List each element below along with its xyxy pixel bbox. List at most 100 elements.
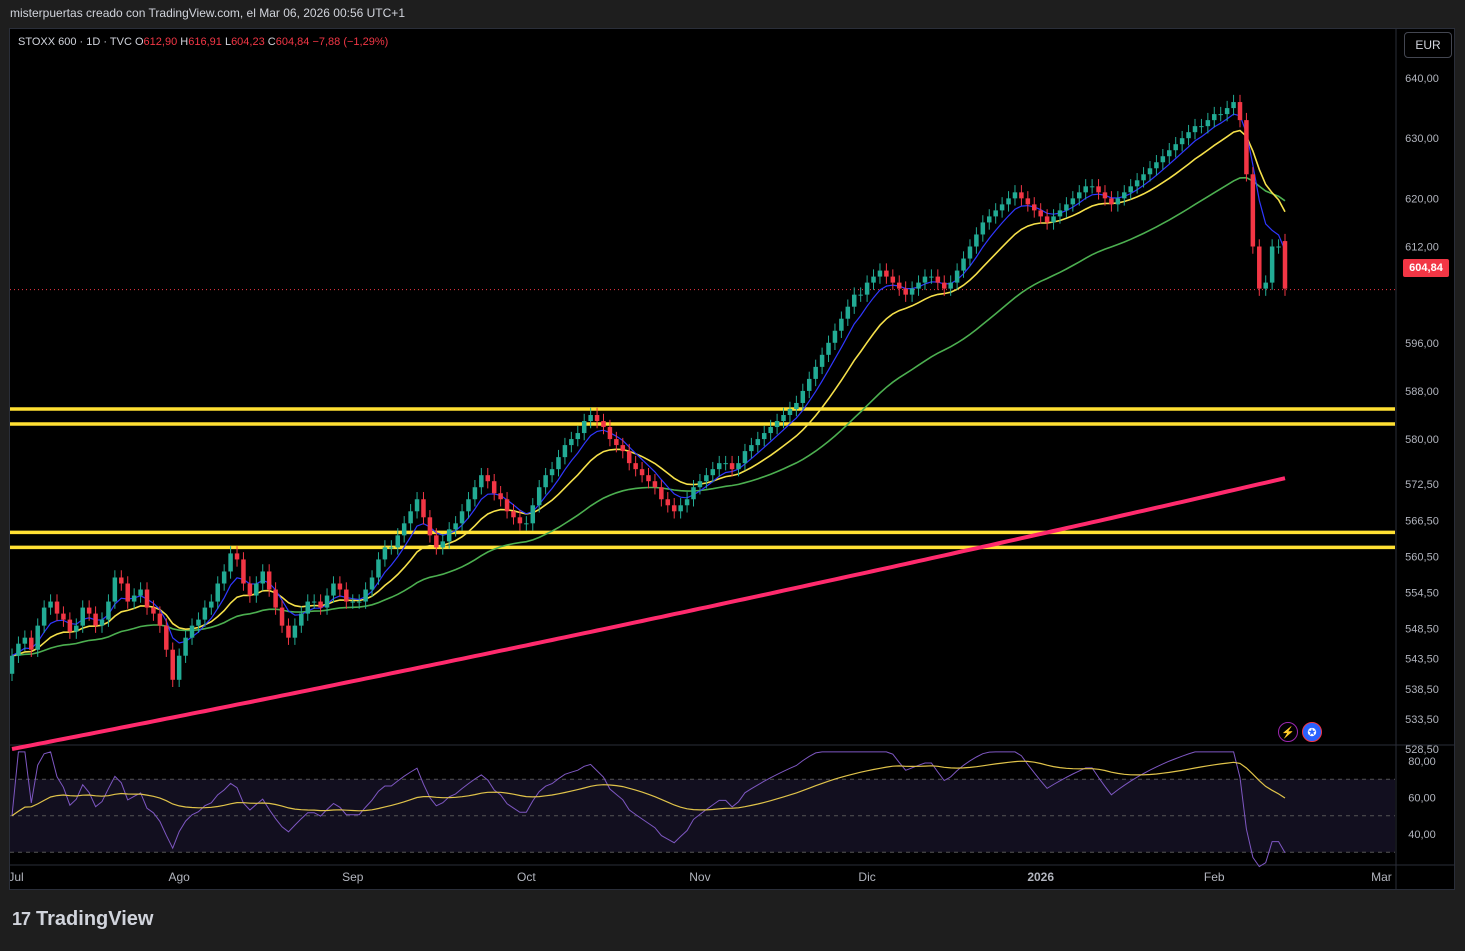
candle-body	[414, 499, 420, 512]
candle-body	[884, 270, 889, 277]
candle-body	[1038, 210, 1043, 217]
candle-body	[601, 421, 606, 428]
candle-body	[768, 427, 773, 434]
candle-body	[620, 445, 626, 452]
candle-body	[408, 511, 413, 524]
candle-body	[1109, 198, 1114, 205]
last-price-tag: 604,84	[1403, 259, 1449, 277]
candle-body	[974, 234, 979, 247]
candle-body	[1083, 186, 1088, 193]
price-tick-label: 580,00	[1405, 434, 1439, 446]
rsi-line	[11, 751, 1286, 868]
price-tick-label: 560,50	[1405, 551, 1439, 563]
candle-body	[311, 601, 317, 603]
candle-body	[67, 619, 73, 632]
lightning-icon[interactable]: ⚡	[1278, 722, 1298, 742]
candle-body	[1173, 144, 1178, 151]
candle-body	[273, 589, 278, 608]
price-tick-label: 566,50	[1405, 515, 1439, 527]
candle-body	[144, 589, 150, 608]
time-tick-label: Dic	[858, 870, 875, 884]
time-tick-label: Oct	[517, 870, 536, 884]
candle-body	[1167, 150, 1172, 157]
candle-body	[1263, 282, 1268, 289]
low-label: L	[224, 36, 232, 48]
candle-body	[987, 216, 992, 223]
candle-body	[215, 583, 220, 602]
candle-body	[176, 655, 182, 680]
candle-body	[665, 499, 671, 506]
ema-fast-line	[11, 113, 1286, 657]
candle-body	[659, 487, 664, 500]
symbol-label[interactable]: STOXX 600 · 1D · TVC	[18, 36, 132, 48]
candle-body	[1218, 114, 1223, 116]
candle-body	[736, 463, 741, 470]
candle-body	[652, 481, 658, 488]
candle-body	[22, 637, 28, 644]
ema-slow-line	[11, 176, 1286, 657]
candle-body	[1237, 102, 1243, 121]
candle-body	[1012, 192, 1018, 199]
candle-body	[337, 583, 343, 590]
ohlc-legend: STOXX 600 · 1D · TVC O612,90 H616,91 L60…	[18, 36, 388, 48]
candle-body	[472, 487, 478, 500]
candle-body	[202, 607, 208, 620]
candle-body	[125, 583, 130, 602]
candle-body	[1269, 246, 1275, 283]
change-value: −7,88 (−1,29%)	[312, 36, 389, 48]
candle-body	[639, 469, 645, 476]
price-tick-label: 620,00	[1405, 193, 1439, 205]
candle-body	[691, 487, 696, 500]
candle-body	[54, 601, 60, 614]
candle-body	[1224, 108, 1230, 115]
candle-body	[491, 481, 497, 494]
candle-body	[446, 529, 452, 542]
candle-body	[41, 607, 47, 626]
candle-body	[646, 475, 651, 482]
candle-body	[935, 276, 941, 283]
rsi-ma-line	[11, 760, 1286, 817]
candle-body	[761, 433, 767, 440]
chart-frame[interactable]: 640,00 630,00 620,00 612,00 596,00 588,00 580,…	[9, 28, 1455, 890]
candle-body	[697, 481, 703, 488]
candle-body	[1205, 120, 1211, 127]
candle-body	[1089, 186, 1095, 188]
candle-body	[961, 258, 966, 271]
rsi-tick-label: 40,00	[1408, 829, 1436, 841]
price-tick-label: 612,00	[1405, 242, 1439, 254]
candle-body	[716, 463, 722, 470]
price-tick-label: 548,50	[1405, 624, 1439, 636]
candle-body	[1115, 198, 1121, 205]
candle-body	[1032, 204, 1037, 211]
candle-body	[1077, 192, 1082, 199]
high-value: 616,91	[188, 36, 222, 48]
rsi-tick-label: 80,00	[1408, 756, 1436, 768]
candle-body	[999, 204, 1005, 211]
candle-body	[1276, 246, 1281, 248]
candle-body	[1192, 126, 1198, 133]
candle-body	[80, 607, 85, 626]
candle-body	[614, 439, 619, 446]
candle-body	[138, 589, 143, 596]
candle-body	[401, 523, 407, 536]
price-tick-label: 596,00	[1405, 338, 1439, 350]
candle-body	[755, 439, 761, 446]
price-chart[interactable]: 640,00 630,00 620,00 612,00 596,00 588,00 580,…	[10, 29, 1454, 889]
candle-body	[254, 583, 259, 596]
candle-body	[749, 445, 754, 452]
candle-body	[1006, 198, 1011, 205]
candle-body	[800, 390, 806, 403]
candle-body	[1212, 114, 1217, 121]
candle-body	[241, 559, 246, 584]
candle-body	[826, 342, 831, 355]
candle-body	[787, 408, 793, 416]
candle-body	[151, 607, 156, 614]
candle-body	[299, 613, 304, 626]
currency-button[interactable]: EUR	[1404, 32, 1452, 58]
candle-body	[729, 463, 735, 470]
candle-body	[723, 463, 728, 465]
candle-body	[626, 451, 632, 464]
eu-flag-icon[interactable]: ✪	[1302, 722, 1322, 742]
candle-body	[877, 270, 883, 277]
close-value: 604,84	[275, 36, 310, 48]
